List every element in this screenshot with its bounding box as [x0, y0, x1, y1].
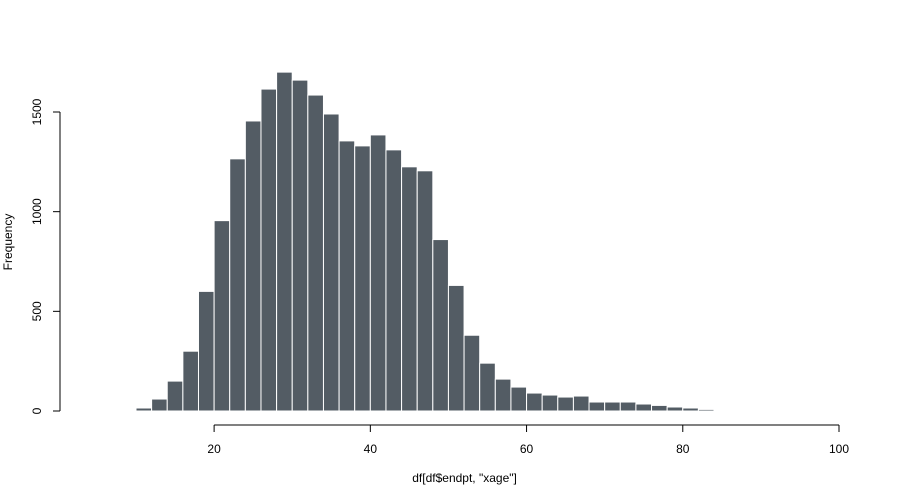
histogram-bar: [557, 396, 574, 412]
histogram-bar: [463, 334, 481, 412]
histogram-bar: [197, 290, 215, 412]
histogram-bar: [713, 409, 731, 412]
x-tick-label: 80: [676, 442, 690, 456]
histogram-bar: [385, 149, 403, 412]
histogram-bar: [526, 392, 543, 412]
histogram-bar: [666, 406, 684, 412]
x-tick-label: 100: [829, 442, 849, 456]
histogram-bar: [479, 362, 496, 412]
histogram-bar: [182, 350, 199, 412]
histogram-bar: [229, 158, 246, 412]
histogram-bar: [307, 94, 324, 412]
histogram-bar: [369, 134, 387, 412]
histogram-bar: [135, 407, 153, 412]
histogram-bar: [494, 378, 512, 412]
histogram-bar: [244, 120, 262, 412]
x-tick-label: 40: [364, 442, 378, 456]
histogram-bar: [651, 404, 668, 412]
histogram-bar: [260, 88, 278, 412]
histogram-bar: [682, 407, 699, 412]
y-tick-label: 1000: [30, 198, 44, 225]
histogram-bar: [432, 239, 449, 412]
histogram-bar: [322, 113, 340, 412]
histogram-bar: [619, 401, 637, 412]
histogram-bar: [697, 408, 715, 412]
y-tick-label: 1500: [30, 98, 44, 125]
histogram-bar: [276, 71, 293, 412]
histogram-bar: [416, 170, 434, 412]
histogram-bar: [541, 394, 559, 412]
y-tick-label: 0: [30, 407, 44, 414]
histogram-bar: [166, 380, 184, 412]
histogram-bar: [151, 398, 168, 412]
histogram-bar: [510, 386, 528, 412]
y-axis: 0 500 1000 1500: [30, 98, 61, 414]
bars-layer: [135, 71, 731, 412]
histogram-bar: [338, 140, 356, 412]
histogram-bar: [572, 395, 590, 412]
histogram-bar: [291, 79, 309, 412]
histogram-bar: [604, 401, 621, 412]
histogram-bar: [354, 145, 371, 412]
y-tick-label: 500: [30, 301, 44, 321]
histogram-bar: [588, 401, 606, 412]
x-axis-title: df[df$endpt, "xage"]: [412, 471, 517, 485]
x-tick-label: 60: [520, 442, 534, 456]
x-axis: 20 40 60 80 100: [207, 424, 849, 456]
histogram-bar: [213, 220, 231, 412]
y-axis-title: Frequency: [1, 214, 15, 271]
x-tick-label: 20: [207, 442, 221, 456]
histogram-bar: [635, 403, 653, 412]
histogram-bar: [447, 284, 465, 412]
histogram-bar: [401, 166, 418, 412]
